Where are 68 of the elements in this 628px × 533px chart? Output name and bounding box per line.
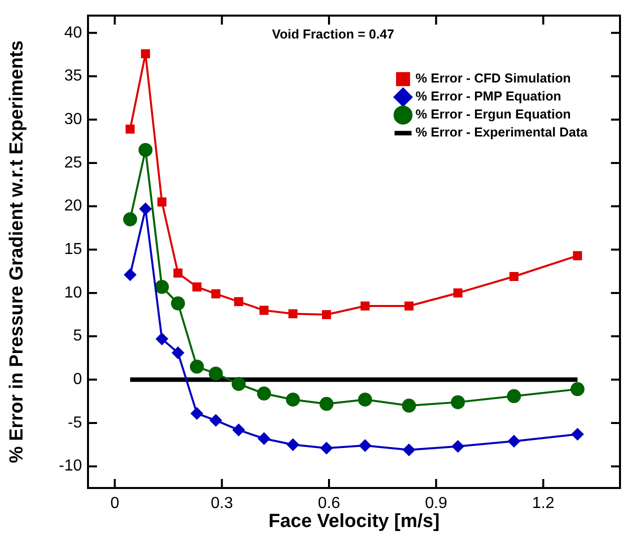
x-tick-label: 0.3 (210, 495, 234, 512)
point (190, 407, 203, 420)
point (509, 272, 518, 282)
point (259, 306, 269, 315)
y-tick-label: 15 (64, 241, 82, 258)
point (139, 202, 152, 215)
x-tick-label: 0 (110, 495, 120, 512)
point (170, 296, 185, 310)
y-tick-label: 0 (73, 371, 82, 388)
x-tick-label: 0.6 (318, 495, 340, 512)
point (140, 49, 150, 58)
x-tick-label: 1.2 (532, 495, 554, 512)
point (572, 251, 582, 260)
y-tick-label: 5 (73, 328, 82, 345)
legend-label: % Error - PMP Equation (416, 88, 562, 104)
point (286, 438, 299, 451)
point (322, 310, 332, 320)
y-tick-label: -5 (68, 414, 82, 432)
point (450, 395, 465, 410)
legend-label: % Error - Ergun Equation (416, 106, 571, 122)
point (234, 297, 244, 306)
point (173, 268, 183, 278)
y-tick-label: 10 (64, 284, 82, 302)
point (402, 398, 416, 413)
point (506, 389, 521, 404)
point (156, 332, 168, 345)
point (358, 392, 372, 407)
point (288, 309, 298, 318)
y-tick-label: -10 (58, 458, 82, 475)
y-tick-label: 30 (64, 111, 82, 128)
point (320, 442, 333, 454)
annotation: Void Fraction = 0.47 (272, 26, 394, 42)
point (404, 301, 414, 311)
point (124, 268, 136, 281)
point (190, 360, 204, 374)
point (402, 444, 415, 456)
point (123, 212, 138, 226)
point (359, 440, 372, 452)
x-axis-title: Face Velocity [m/s] (268, 510, 440, 532)
point (210, 414, 222, 426)
x-tick-label: 0.9 (424, 495, 448, 512)
point (126, 124, 135, 134)
point (258, 432, 270, 445)
point (452, 440, 464, 452)
point (208, 366, 223, 381)
legend-label: % Error - CFD Simulation (416, 70, 571, 86)
point (570, 382, 585, 396)
point (360, 301, 370, 311)
point (286, 392, 300, 407)
y-tick-label: 40 (64, 24, 82, 42)
point (192, 282, 202, 292)
point (453, 288, 462, 298)
y-tick-label: 25 (64, 154, 82, 172)
point (508, 435, 520, 448)
y-tick-label: 35 (64, 68, 82, 85)
point (211, 289, 220, 298)
point (232, 376, 246, 391)
point (320, 396, 334, 411)
point (232, 424, 245, 436)
point (157, 197, 166, 206)
legend-label: % Error - Experimental Data (416, 124, 588, 140)
point (257, 386, 272, 401)
point (138, 142, 152, 157)
y-axis-title: % Error in Pressure Gradient w.r.t Experiments (6, 40, 28, 464)
point (172, 346, 184, 359)
point (154, 280, 169, 294)
y-tick-label: 20 (64, 198, 82, 215)
point (572, 428, 584, 440)
